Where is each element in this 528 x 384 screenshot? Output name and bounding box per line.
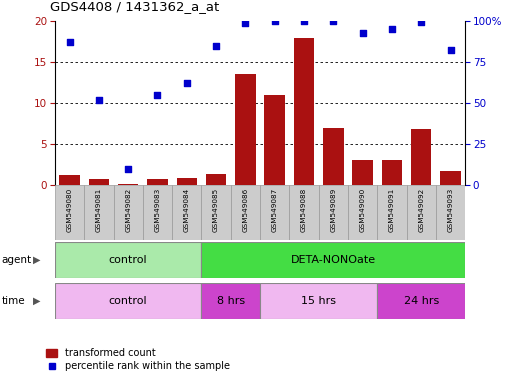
Point xyxy=(417,19,426,25)
Bar xyxy=(55,283,202,319)
Text: ▶: ▶ xyxy=(33,255,41,265)
Bar xyxy=(172,185,202,240)
Text: agent: agent xyxy=(2,255,32,265)
Text: 24 hrs: 24 hrs xyxy=(403,296,439,306)
Bar xyxy=(59,175,80,185)
Bar xyxy=(55,185,84,240)
Bar xyxy=(352,161,373,185)
Point xyxy=(300,18,308,24)
Bar xyxy=(55,242,202,278)
Bar xyxy=(260,283,377,319)
Bar xyxy=(143,185,172,240)
Text: GSM549086: GSM549086 xyxy=(242,188,248,232)
Bar xyxy=(407,185,436,240)
Text: DETA-NONOate: DETA-NONOate xyxy=(291,255,376,265)
Bar xyxy=(235,74,256,185)
Bar xyxy=(265,95,285,185)
Point xyxy=(95,97,103,103)
Text: GDS4408 / 1431362_a_at: GDS4408 / 1431362_a_at xyxy=(50,0,219,13)
Point xyxy=(388,26,396,32)
Bar xyxy=(377,185,407,240)
Bar xyxy=(202,242,465,278)
Bar xyxy=(260,185,289,240)
Bar xyxy=(411,129,431,185)
Text: GSM549088: GSM549088 xyxy=(301,188,307,232)
Point xyxy=(270,18,279,24)
Point xyxy=(241,20,250,26)
Point xyxy=(65,38,74,45)
Point xyxy=(212,43,220,49)
Bar xyxy=(231,185,260,240)
Text: GSM549091: GSM549091 xyxy=(389,188,395,232)
Bar xyxy=(147,179,168,185)
Point xyxy=(446,47,455,53)
Text: GSM549080: GSM549080 xyxy=(67,188,72,232)
Text: ▶: ▶ xyxy=(33,296,41,306)
Bar xyxy=(323,128,344,185)
Point xyxy=(329,18,337,24)
Text: GSM549089: GSM549089 xyxy=(331,188,336,232)
Point xyxy=(183,79,191,86)
Bar xyxy=(377,283,465,319)
Legend: transformed count, percentile rank within the sample: transformed count, percentile rank withi… xyxy=(42,344,234,375)
Text: GSM549092: GSM549092 xyxy=(418,188,424,232)
Point xyxy=(359,30,367,36)
Bar xyxy=(89,179,109,185)
Bar xyxy=(118,184,138,185)
Bar xyxy=(84,185,114,240)
Text: control: control xyxy=(109,255,147,265)
Text: time: time xyxy=(2,296,25,306)
Text: GSM549087: GSM549087 xyxy=(272,188,278,232)
Bar xyxy=(114,185,143,240)
Text: control: control xyxy=(109,296,147,306)
Text: 15 hrs: 15 hrs xyxy=(301,296,336,306)
Bar xyxy=(289,185,319,240)
Text: GSM549093: GSM549093 xyxy=(448,188,454,232)
Text: GSM549083: GSM549083 xyxy=(155,188,161,232)
Text: 8 hrs: 8 hrs xyxy=(216,296,245,306)
Text: GSM549085: GSM549085 xyxy=(213,188,219,232)
Bar xyxy=(206,174,227,185)
Bar xyxy=(202,185,231,240)
Text: GSM549084: GSM549084 xyxy=(184,188,190,232)
Bar xyxy=(202,283,260,319)
Text: GSM549081: GSM549081 xyxy=(96,188,102,232)
Bar xyxy=(176,178,197,185)
Bar xyxy=(436,185,465,240)
Bar xyxy=(294,38,314,185)
Bar xyxy=(382,161,402,185)
Point xyxy=(124,166,133,172)
Text: GSM549082: GSM549082 xyxy=(125,188,131,232)
Bar xyxy=(319,185,348,240)
Point xyxy=(153,92,162,98)
Bar xyxy=(440,171,461,185)
Bar xyxy=(348,185,377,240)
Text: GSM549090: GSM549090 xyxy=(360,188,365,232)
